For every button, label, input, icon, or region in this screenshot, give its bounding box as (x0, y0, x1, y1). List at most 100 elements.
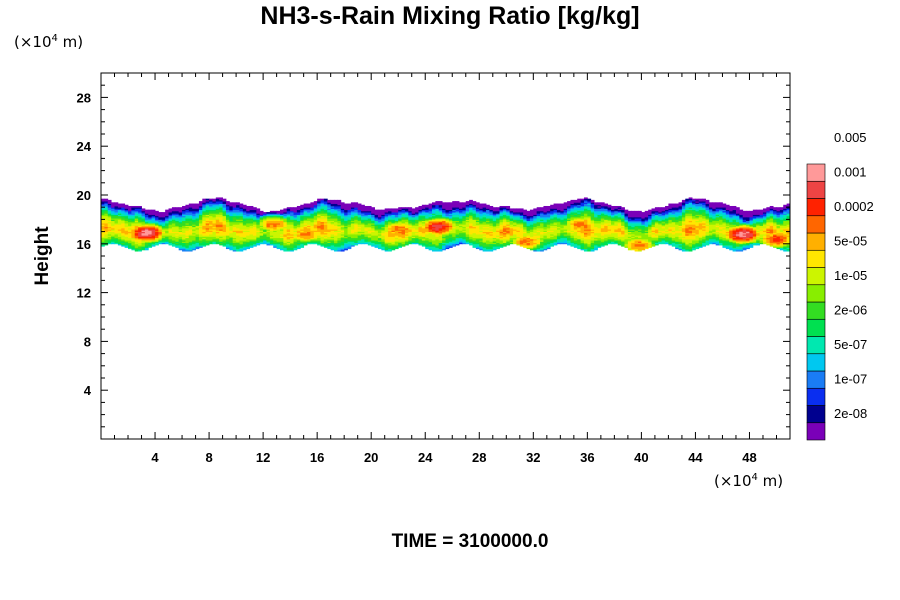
field-cell (212, 215, 217, 218)
field-cell (455, 238, 460, 241)
field-cell (540, 246, 544, 248)
field-cell (438, 245, 443, 247)
field-cell (374, 221, 379, 224)
field-cell (144, 219, 149, 222)
field-cell (465, 214, 470, 217)
field-cell (144, 216, 149, 219)
field-cell (222, 208, 227, 211)
field-cell (418, 221, 423, 224)
field-cell (506, 225, 511, 228)
field-cell (398, 232, 402, 235)
field-cell (472, 225, 477, 228)
field-cell (188, 214, 193, 217)
field-cell (367, 213, 372, 215)
field-cell (290, 238, 294, 241)
field-cell (246, 240, 251, 242)
field-cell (144, 230, 149, 232)
field-cell (469, 203, 473, 206)
field-cell (242, 213, 247, 215)
field-cell (317, 241, 321, 243)
field-cell (276, 213, 281, 215)
field-cell (381, 223, 386, 225)
field-cell (320, 220, 325, 223)
field-cell (124, 210, 129, 213)
field-cell (249, 226, 254, 229)
field-cell (357, 234, 362, 236)
field-cell (273, 210, 278, 213)
field-cell (384, 223, 389, 225)
field-cell (384, 246, 389, 248)
field-cell (354, 208, 359, 211)
field-cell (229, 241, 234, 243)
field-cell (580, 219, 585, 222)
field-cell (350, 241, 355, 243)
field-cell (394, 215, 399, 218)
field-cell (502, 237, 507, 240)
field-cell (320, 204, 325, 207)
field-cell (340, 218, 345, 220)
field-cell (178, 224, 183, 226)
field-cell (529, 210, 534, 213)
field-cell (371, 223, 375, 225)
field-cell (141, 213, 146, 215)
field-cell (465, 210, 470, 213)
field-cell (519, 232, 524, 235)
field-cell (506, 236, 511, 239)
field-cell (492, 232, 497, 235)
field-cell (205, 235, 210, 237)
field-cell (239, 214, 244, 217)
field-cell (577, 241, 581, 243)
field-cell (513, 220, 517, 223)
field-cell (101, 212, 105, 214)
field-cell (462, 231, 467, 234)
field-cell (293, 246, 298, 248)
field-cell (209, 205, 213, 208)
field-cell (556, 224, 561, 226)
field-cell (567, 220, 571, 223)
field-cell (459, 226, 463, 229)
field-cell (465, 227, 470, 230)
field-cell (320, 215, 325, 218)
field-cell (232, 232, 237, 235)
field-cell (438, 232, 443, 235)
field-cell (131, 226, 136, 229)
field-cell (269, 212, 274, 214)
field-cell (340, 220, 345, 223)
field-cell (536, 224, 541, 226)
field-cell (364, 232, 369, 235)
field-cell (354, 218, 359, 220)
field-cell (155, 230, 159, 232)
field-cell (344, 242, 348, 245)
field-cell (570, 238, 575, 241)
field-cell (323, 223, 328, 225)
field-cell (134, 236, 139, 239)
field-cell (107, 203, 112, 206)
field-cell (171, 242, 176, 245)
field-cell (442, 245, 446, 247)
field-cell (317, 219, 321, 222)
field-cell (114, 219, 119, 222)
field-cell (165, 237, 169, 240)
field-cell (155, 218, 159, 220)
field-cell (303, 219, 308, 222)
field-cell (418, 205, 423, 208)
field-cell (259, 236, 264, 239)
field-cell (138, 213, 142, 215)
field-cell (246, 225, 251, 228)
field-cell (178, 219, 183, 222)
field-cell (425, 209, 430, 212)
field-cell (442, 209, 446, 212)
field-cell (381, 209, 386, 212)
field-cell (469, 234, 473, 236)
field-cell (540, 238, 544, 241)
field-cell (377, 240, 382, 242)
field-cell (523, 219, 527, 222)
field-cell (111, 212, 115, 214)
field-cell (529, 237, 534, 240)
field-cell (560, 219, 565, 222)
field-cell (269, 225, 274, 228)
field-cell (455, 236, 460, 239)
field-cell (283, 210, 288, 213)
field-cell (398, 235, 402, 237)
field-cell (236, 236, 240, 239)
